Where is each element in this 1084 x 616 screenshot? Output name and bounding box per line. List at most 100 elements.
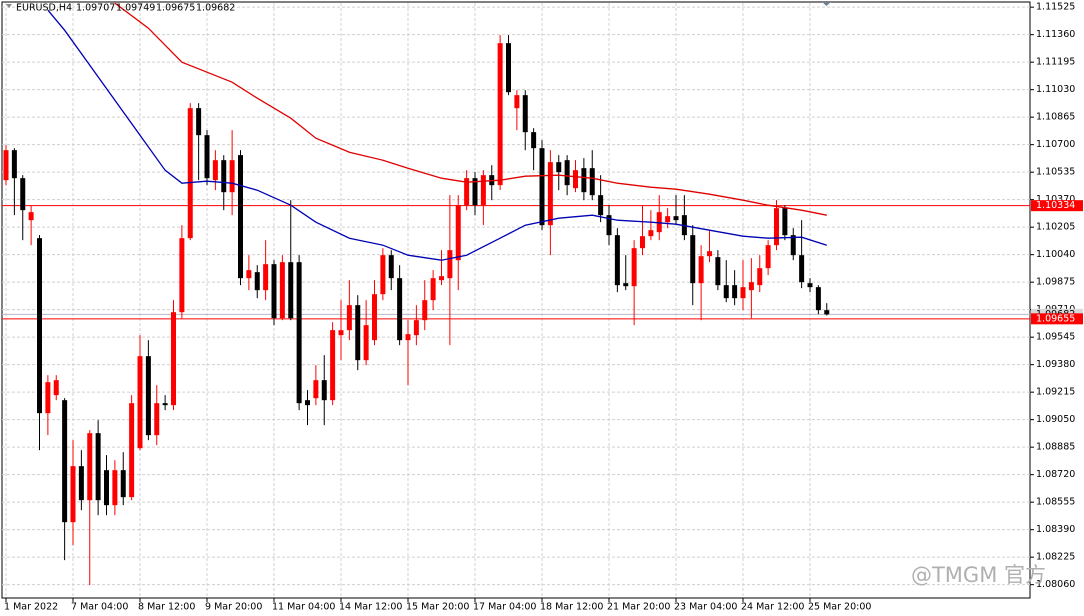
candle-body	[212, 160, 218, 181]
candle-body	[581, 168, 587, 193]
plot-frame	[1, 1, 1031, 599]
candle-body	[246, 270, 252, 279]
candle-body	[589, 168, 595, 196]
y-tick-label: 1.09545	[1036, 332, 1075, 343]
candle-body	[439, 276, 444, 281]
candle-body	[640, 236, 645, 249]
candle-body	[447, 250, 453, 279]
candle-body	[690, 235, 696, 284]
candle-body	[87, 433, 93, 501]
candle-body	[338, 330, 344, 336]
candle-body	[648, 230, 654, 237]
candle-body	[288, 262, 294, 319]
x-tick-label: 18 Mar 12:00	[540, 602, 603, 613]
candle-body	[129, 403, 135, 498]
candle-body	[70, 466, 76, 523]
y-tick-label: 1.10370	[1036, 194, 1075, 205]
candle-body	[37, 238, 42, 414]
candle-body	[229, 160, 235, 193]
candle-body	[514, 95, 520, 109]
candle-body	[422, 300, 428, 321]
y-tick-label: 1.10040	[1036, 249, 1075, 260]
x-tick-label: 14 Mar 12:00	[339, 602, 402, 613]
x-tick-label: 23 Mar 04:00	[674, 602, 737, 613]
candle-body	[263, 264, 269, 291]
candle-body	[355, 305, 361, 361]
candle-body	[480, 175, 486, 206]
candle-body	[372, 294, 377, 341]
labels: 1.11525 1.11360 1.11195 1.11030 1.10865 1.107…	[4, 2, 1083, 613]
y-tick-label: 1.09050	[1036, 414, 1075, 425]
x-tick-label: 15 Mar 20:00	[406, 602, 469, 613]
candle-body	[179, 238, 185, 313]
candle-body	[506, 43, 511, 93]
candle-body	[765, 245, 771, 269]
candle-body	[397, 278, 403, 341]
x-tick-label: 24 Mar 12:00	[741, 602, 804, 613]
x-tick-label: 21 Mar 20:00	[607, 602, 670, 613]
candle-body	[254, 272, 260, 291]
y-tick-label: 1.08060	[1036, 579, 1075, 590]
price-label: 1.09655	[1036, 313, 1075, 324]
x-tick-label: 9 Mar 20:00	[205, 602, 262, 613]
x-tick-label: 17 Mar 04:00	[473, 602, 536, 613]
candle-body	[187, 108, 193, 239]
price-label-box	[1031, 313, 1083, 325]
candle-body	[623, 283, 629, 287]
candle-body	[405, 334, 411, 341]
candle-body	[455, 205, 461, 261]
candle-body	[196, 108, 202, 136]
header-high: 1.09749	[116, 3, 155, 14]
candle-body	[522, 95, 528, 133]
candle-body	[162, 403, 168, 406]
candle-body	[346, 305, 352, 331]
shift-marker[interactable]	[822, 2, 831, 6]
candle-body	[279, 262, 285, 319]
y-tick-label: 1.10535	[1036, 167, 1075, 178]
candle-body	[430, 278, 436, 301]
candle-body	[573, 170, 578, 189]
candle-body	[740, 287, 746, 299]
candle-body	[145, 356, 151, 436]
candle-body	[614, 235, 620, 286]
candle-body	[363, 325, 369, 361]
candle-body	[782, 208, 788, 236]
candle-body	[656, 212, 662, 233]
y-tick-label: 1.08555	[1036, 497, 1075, 508]
candle-body	[321, 380, 327, 401]
x-tick-label: 1 Mar 2022	[4, 602, 58, 613]
candle-body	[78, 466, 84, 501]
x-tick-label: 7 Mar 04:00	[71, 602, 128, 613]
candle-body	[698, 256, 704, 284]
header-close: 1.09682	[196, 3, 235, 14]
candle-body	[464, 178, 470, 206]
candle-body	[732, 285, 738, 299]
y-tick-label: 1.10205	[1036, 222, 1075, 233]
candle-body	[204, 135, 210, 179]
candle-body	[154, 403, 160, 436]
x-tick-label: 8 Mar 12:00	[138, 602, 195, 613]
candle-body	[388, 255, 394, 279]
candle-body	[715, 257, 721, 286]
candle-body	[45, 382, 51, 414]
candle-body	[815, 287, 821, 311]
candle-body	[598, 195, 604, 216]
candle-body	[824, 310, 830, 315]
candle-body	[564, 160, 570, 186]
y-tick-label: 1.09215	[1036, 387, 1075, 398]
price-label: 1.10334	[1036, 200, 1075, 211]
candle-body	[112, 470, 118, 506]
y-tick-label: 1.11525	[1036, 2, 1075, 13]
candle-body	[53, 380, 59, 396]
moving-average-line	[47, 9, 827, 261]
candle-body	[221, 160, 227, 193]
candle-body	[62, 400, 68, 523]
y-tick-label: 1.11195	[1036, 57, 1075, 68]
y-tick-label: 1.08390	[1036, 524, 1075, 535]
candle-body	[20, 178, 26, 211]
candle-body	[11, 150, 17, 179]
menu-icon[interactable]	[6, 4, 12, 8]
chart-title: EURUSD,H4	[16, 3, 72, 14]
